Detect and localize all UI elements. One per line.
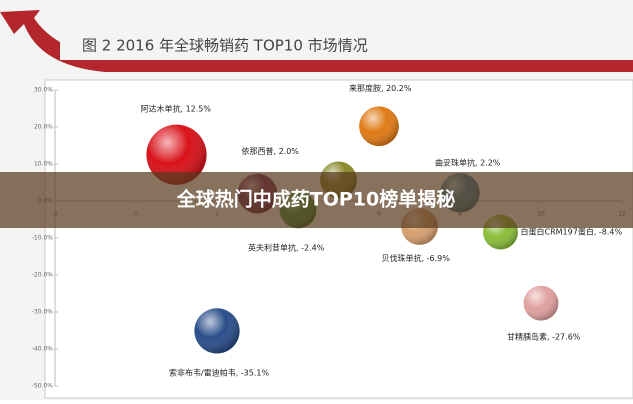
plot-area [44, 79, 633, 399]
y-tick-label: 30.0% [34, 87, 53, 94]
point-label: 来那度胺, 20.2% [349, 83, 412, 93]
bubble-shine [194, 308, 240, 354]
y-tick-label: -40.0% [32, 346, 54, 353]
y-tick-label: 20.0% [34, 124, 53, 131]
bubble-shine [523, 285, 559, 321]
y-tick-label: -30.0% [32, 309, 54, 316]
banner [0, 172, 633, 228]
point-label: 阿达木单抗, 12.5% [141, 103, 212, 113]
point-label: 甘精胰岛素, -27.6% [507, 332, 581, 342]
y-tick-label: -20.0% [32, 272, 54, 279]
point-label: 依那西普, 2.0% [242, 146, 300, 156]
point-label: 曲妥珠单抗, 2.2% [435, 157, 501, 167]
chart-title: 图 2 2016 年全球畅销药 TOP10 市场情况 [82, 37, 368, 55]
bubble-shine [359, 106, 399, 147]
point-label: 索非布韦/雷迪帕韦, -35.1% [169, 367, 269, 377]
y-tick-label: 10.0% [34, 161, 53, 168]
y-tick-label: -10.0% [32, 235, 54, 242]
banner-title: 全球热门中成药TOP10榜单揭秘 [176, 188, 455, 211]
point-label: 英夫利昔单抗, -2.4% [248, 242, 325, 252]
header-bg [60, 30, 633, 60]
point-label: 贝伐珠单抗, -6.9% [382, 253, 451, 263]
bubble-shine [146, 124, 207, 185]
y-tick-label: -50.0% [32, 383, 54, 390]
point-label: 白蛋白CRM197蛋白, -8.4% [521, 227, 623, 237]
